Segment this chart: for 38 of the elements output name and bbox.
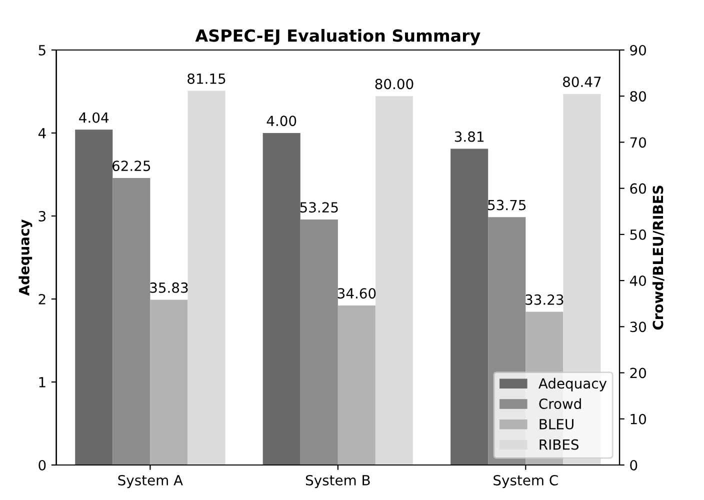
legend-label: RIBES [540, 439, 579, 450]
chart-title: ASPEC-EJ Evaluation Summary [195, 29, 480, 46]
y2-tick-label: 20 [630, 368, 646, 378]
y2-tick-label: 0 [630, 460, 638, 470]
data-label: 53.75 [488, 200, 526, 210]
x-tick-label: System B [306, 474, 370, 488]
y2-tick-label: 30 [630, 322, 646, 332]
y-tick-label: 0 [38, 460, 46, 470]
y2-tick-label: 10 [630, 414, 646, 424]
y2-tick-label: 50 [630, 229, 646, 240]
y2-tick-label: 90 [630, 44, 646, 56]
data-label: 53.25 [300, 202, 338, 213]
y2-tick-label: 80 [630, 91, 646, 102]
data-label: 3.81 [454, 131, 484, 142]
x-tick-label: System C [494, 474, 558, 488]
y-tick-label: 3 [38, 210, 46, 222]
data-label: 4.00 [266, 116, 296, 126]
data-label: 34.60 [338, 288, 376, 299]
y2-tick-label: 70 [630, 137, 646, 148]
y-tick-label: 5 [38, 45, 46, 56]
y-tick-label: 2 [38, 294, 46, 304]
legend-label: BLEU [540, 419, 574, 430]
y2-axis-title: Crowd/BLEU/RIBES [652, 186, 664, 330]
x-tick-label: System A [118, 474, 183, 488]
y-axis-title: Adequacy [18, 219, 32, 296]
data-label: 35.83 [150, 282, 188, 293]
legend-label: Crowd [539, 398, 581, 410]
data-label: 81.15 [188, 73, 226, 84]
data-label: 33.23 [526, 294, 564, 305]
legend-label: Adequacy [538, 378, 607, 392]
data-label: 80.00 [375, 78, 414, 90]
y-tick-label: 1 [39, 377, 46, 388]
y2-tick-label: 60 [630, 183, 646, 194]
y-tick-label: 4 [38, 128, 46, 138]
data-label: 4.04 [79, 112, 109, 123]
data-label: 62.25 [112, 160, 150, 172]
data-label: 80.47 [563, 76, 601, 88]
y2-tick-label: 40 [630, 276, 646, 286]
